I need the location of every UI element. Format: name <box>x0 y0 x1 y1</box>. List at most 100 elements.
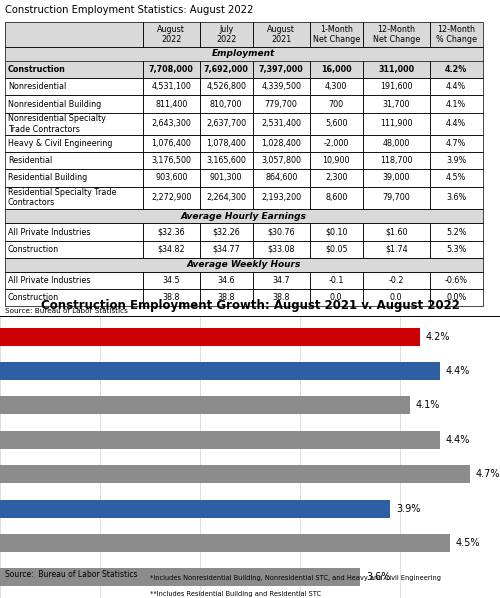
Bar <box>142 22 200 47</box>
Text: 4.4%: 4.4% <box>446 83 466 91</box>
Text: 34.7: 34.7 <box>272 276 290 285</box>
Bar <box>310 152 362 169</box>
Text: 12-Month
% Change: 12-Month % Change <box>436 25 477 44</box>
Bar <box>362 96 430 112</box>
Bar <box>0 499 390 517</box>
Bar <box>142 224 200 240</box>
Bar <box>430 112 482 135</box>
Bar <box>142 78 200 96</box>
Bar <box>142 289 200 306</box>
Text: 4.1%: 4.1% <box>446 99 466 108</box>
Bar <box>362 240 430 258</box>
Text: 4.5%: 4.5% <box>446 173 466 182</box>
Bar <box>0 396 410 414</box>
Bar <box>252 22 310 47</box>
Bar <box>142 240 200 258</box>
Bar <box>5 224 142 240</box>
Text: $34.82: $34.82 <box>158 245 185 254</box>
Text: Construction: Construction <box>8 245 59 254</box>
Text: 118,700: 118,700 <box>380 156 412 165</box>
Bar <box>5 61 142 78</box>
Text: 4.1%: 4.1% <box>416 401 440 410</box>
Bar <box>310 224 362 240</box>
Text: 38.8: 38.8 <box>162 294 180 303</box>
Text: August
2022: August 2022 <box>158 25 185 44</box>
Text: 4.4%: 4.4% <box>446 366 470 376</box>
Text: 4.7%: 4.7% <box>476 469 500 479</box>
Bar <box>252 22 310 47</box>
Text: Source:  Bureau of Labor Statistics: Source: Bureau of Labor Statistics <box>5 570 138 579</box>
Text: 4,526,800: 4,526,800 <box>206 83 246 91</box>
Text: -0.6%: -0.6% <box>444 276 468 285</box>
Text: 5,600: 5,600 <box>325 120 347 129</box>
Bar <box>200 135 252 152</box>
Text: 4,531,100: 4,531,100 <box>152 83 191 91</box>
Text: $1.74: $1.74 <box>385 245 407 254</box>
Text: 34.6: 34.6 <box>218 276 235 285</box>
Text: 7,692,000: 7,692,000 <box>204 65 248 74</box>
Text: Average Hourly Earnings: Average Hourly Earnings <box>181 212 307 221</box>
Text: 48,000: 48,000 <box>382 139 410 148</box>
Text: 2,272,900: 2,272,900 <box>151 193 192 202</box>
Bar <box>252 96 310 112</box>
Bar <box>5 112 142 135</box>
Bar <box>200 112 252 135</box>
Text: 3.6%: 3.6% <box>446 193 466 202</box>
Text: Construction Employment Statistics: August 2022: Construction Employment Statistics: Augu… <box>5 5 254 15</box>
Text: -0.2: -0.2 <box>388 276 404 285</box>
Bar <box>310 78 362 96</box>
Bar <box>252 61 310 78</box>
Text: 4.4%: 4.4% <box>446 435 470 445</box>
Text: $1.60: $1.60 <box>385 228 407 237</box>
Text: 903,600: 903,600 <box>155 173 188 182</box>
Bar <box>362 272 430 289</box>
Bar <box>430 22 482 47</box>
Text: 39,000: 39,000 <box>382 173 410 182</box>
Text: 3,176,500: 3,176,500 <box>151 156 191 165</box>
Bar <box>200 22 252 47</box>
Text: 3,057,800: 3,057,800 <box>261 156 301 165</box>
Bar <box>0 569 360 586</box>
Bar <box>200 152 252 169</box>
Text: **Includes Residential Building and Residential STC: **Includes Residential Building and Resi… <box>150 591 321 597</box>
Text: Heavy & Civil Engineering: Heavy & Civil Engineering <box>8 139 113 148</box>
Bar <box>142 135 200 152</box>
Bar <box>430 96 482 112</box>
Text: 0.0: 0.0 <box>330 294 342 303</box>
Text: 311,000: 311,000 <box>378 65 414 74</box>
Text: 8,600: 8,600 <box>325 193 347 202</box>
Text: 4.2%: 4.2% <box>445 65 468 74</box>
Text: 191,600: 191,600 <box>380 83 412 91</box>
Title: Construction Employment Growth: August 2021 v. August 2022: Construction Employment Growth: August 2… <box>40 299 460 312</box>
Bar <box>252 224 310 240</box>
Bar <box>362 187 430 209</box>
Bar <box>310 169 362 187</box>
Bar <box>362 78 430 96</box>
Bar <box>5 187 142 209</box>
Text: 0.0: 0.0 <box>390 294 402 303</box>
Bar <box>310 112 362 135</box>
Bar <box>5 135 142 152</box>
Text: $33.08: $33.08 <box>268 245 295 254</box>
Bar <box>5 22 142 47</box>
Text: 2,300: 2,300 <box>325 173 347 182</box>
Text: 38.8: 38.8 <box>272 294 290 303</box>
Bar <box>362 169 430 187</box>
Text: $0.10: $0.10 <box>325 228 347 237</box>
Text: *Includes Nonresidential Building, Nonresidential STC, and Heavy and Civil Engin: *Includes Nonresidential Building, Nonre… <box>150 575 441 581</box>
Bar <box>5 22 142 47</box>
Bar <box>252 289 310 306</box>
Bar <box>252 240 310 258</box>
Bar <box>430 152 482 169</box>
Bar <box>200 61 252 78</box>
Bar <box>5 152 142 169</box>
Text: Source: Bureau of Labor Statistics: Source: Bureau of Labor Statistics <box>5 309 128 315</box>
Bar <box>0 465 470 483</box>
Bar <box>5 169 142 187</box>
Bar <box>5 61 142 78</box>
Bar <box>252 152 310 169</box>
Text: Employment: Employment <box>212 50 276 59</box>
Text: 0.0%: 0.0% <box>446 294 466 303</box>
Text: Residential: Residential <box>8 156 52 165</box>
Bar <box>142 272 200 289</box>
